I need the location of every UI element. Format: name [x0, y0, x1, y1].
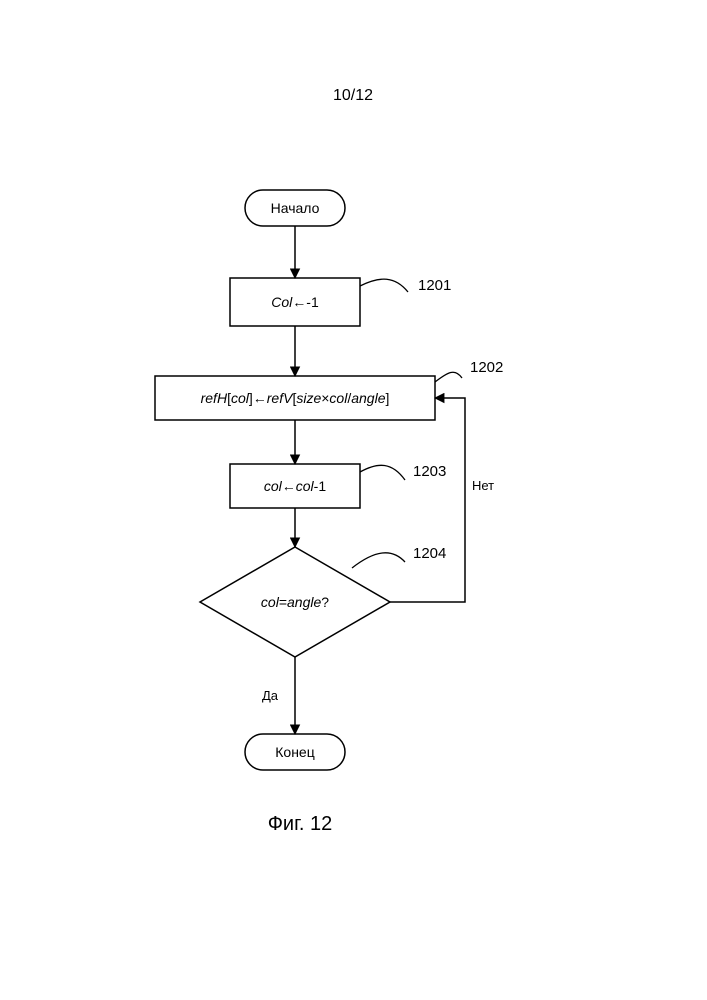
figure-caption: Фиг. 12	[268, 813, 333, 835]
callout-1203-text: 1203	[413, 463, 446, 480]
node-1201-label: Col←-1	[271, 294, 319, 310]
node-1203-label: col←col-1	[264, 478, 326, 494]
node-start: Начало	[245, 190, 345, 226]
flowchart-svg: 10/12 Начало Col←-1 refH[col]←refV[size×…	[0, 0, 707, 1000]
node-1202: refH[col]←refV[size×col/angle]	[155, 376, 435, 420]
node-1203: col←col-1	[230, 464, 360, 508]
edge-1204-1202-loop	[390, 398, 465, 602]
callout-1202-line	[435, 372, 462, 382]
callout-1202-text: 1202	[470, 359, 503, 376]
node-1204-label: col=angle?	[261, 594, 329, 610]
callout-1201-line	[360, 279, 408, 292]
callout-1204-line	[352, 553, 405, 568]
node-1201: Col←-1	[230, 278, 360, 326]
callout-1204-text: 1204	[413, 545, 446, 562]
node-start-label: Начало	[271, 200, 320, 216]
edge-label-no: Нет	[472, 478, 494, 493]
node-end-label: Конец	[275, 744, 314, 760]
edge-label-yes: Да	[262, 688, 279, 703]
node-1204: col=angle?	[200, 547, 390, 657]
ref-callouts	[352, 279, 462, 568]
node-end: Конец	[245, 734, 345, 770]
callout-1201-text: 1201	[418, 277, 451, 294]
node-1202-label: refH[col]←refV[size×col/angle]	[201, 390, 390, 406]
callout-1203-line	[360, 465, 405, 480]
page-number: 10/12	[333, 87, 373, 104]
